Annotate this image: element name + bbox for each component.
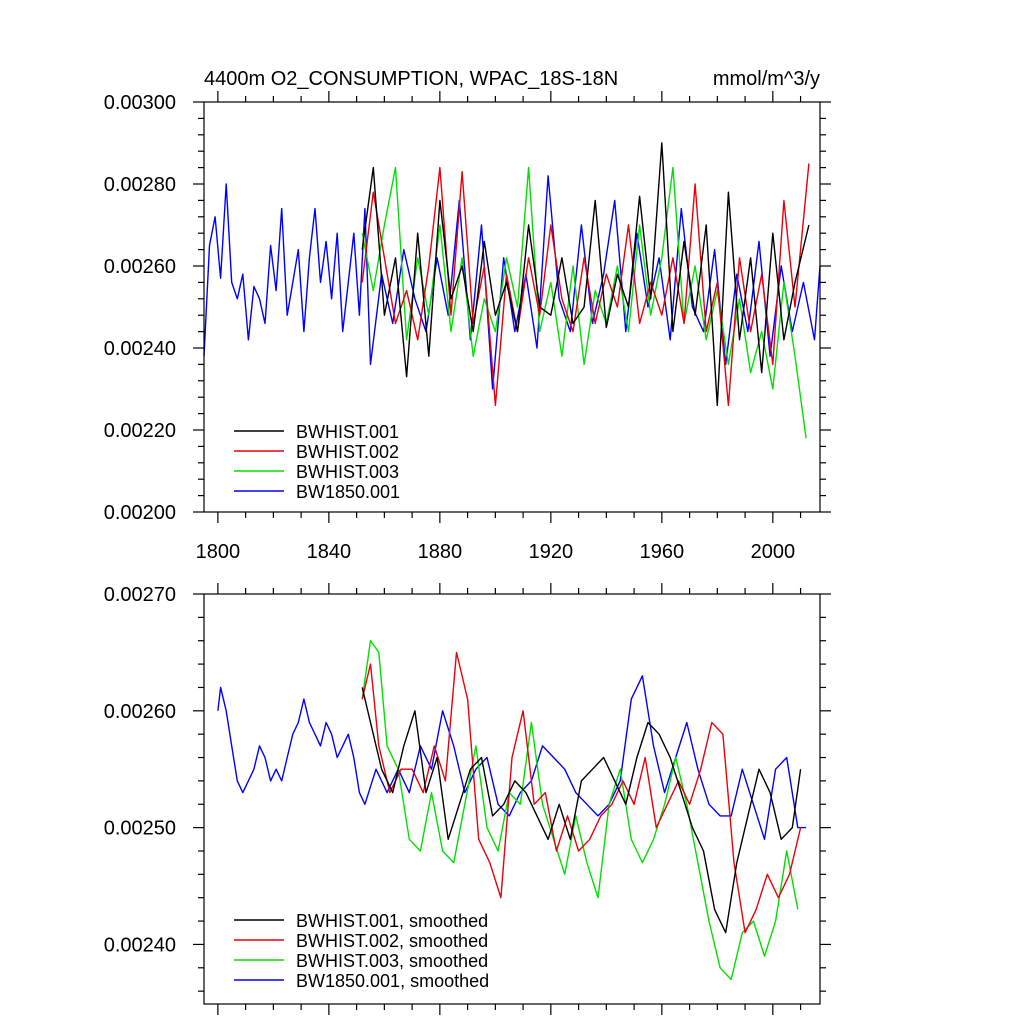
top-panel: 4400m O2_CONSUMPTION, WPAC_18S-18N mmol/… xyxy=(104,68,831,563)
series-line-bwhist-001 xyxy=(361,687,802,934)
legend-label: BWHIST.002, smoothed xyxy=(296,931,488,951)
top-y-tick-labels: 0.00200 0.00220 0.00240 0.00260 0.00280 0.003… xyxy=(104,92,176,524)
bottom-axis-ticks xyxy=(193,583,831,1015)
series-line-bwhist-001 xyxy=(361,142,810,407)
legend-label: BW1850.001 xyxy=(296,482,400,502)
series-line-bwhist-002 xyxy=(361,163,810,407)
y-tick-label: 0.00240 xyxy=(104,338,176,360)
x-tick-label: 1800 xyxy=(196,541,241,563)
legend-label: BWHIST.001, smoothed xyxy=(296,911,488,931)
series-line-bw1850-001 xyxy=(217,675,807,840)
y-tick-label: 0.00250 xyxy=(104,818,176,840)
y-tick-label: 0.00260 xyxy=(104,701,176,723)
bottom-y-tick-labels: 0.00240 0.00250 0.00260 0.00270 xyxy=(104,584,176,956)
y-tick-label: 0.00260 xyxy=(104,256,176,278)
x-tick-label: 1880 xyxy=(418,541,463,563)
x-tick-label: 2000 xyxy=(751,541,796,563)
legend-label: BWHIST.003, smoothed xyxy=(296,951,488,971)
top-plot-frame xyxy=(203,101,821,513)
legend-label: BWHIST.001 xyxy=(296,422,399,442)
chart-title: 4400m O2_CONSUMPTION, WPAC_18S-18N xyxy=(204,68,618,90)
legend-label: BWHIST.003 xyxy=(296,462,399,482)
units-label: mmol/m^3/y xyxy=(713,68,820,90)
x-tick-label: 1840 xyxy=(307,541,352,563)
bottom-panel: 0.00240 0.00250 0.00260 0.00270 BWHIST.001,… xyxy=(104,583,831,1015)
series-line-bwhist-002 xyxy=(361,651,802,934)
top-axis-ticks xyxy=(193,91,831,523)
y-tick-label: 0.00220 xyxy=(104,420,176,442)
top-x-tick-labels: 1800 1840 1880 1920 1960 2000 xyxy=(196,541,795,563)
x-tick-label: 1920 xyxy=(529,541,574,563)
top-series-lines xyxy=(203,142,821,439)
series-line-bwhist-003 xyxy=(361,640,799,981)
y-tick-label: 0.00200 xyxy=(104,502,176,524)
x-tick-label: 1960 xyxy=(640,541,685,563)
bottom-series-lines xyxy=(217,640,807,981)
legend-label: BW1850.001, smoothed xyxy=(296,971,489,991)
y-tick-label: 0.00300 xyxy=(104,92,176,114)
y-tick-label: 0.00240 xyxy=(104,934,176,956)
y-tick-label: 0.00270 xyxy=(104,584,176,606)
y-tick-label: 0.00280 xyxy=(104,174,176,196)
bottom-plot-frame xyxy=(203,593,821,1005)
legend-label: BWHIST.002 xyxy=(296,442,399,462)
